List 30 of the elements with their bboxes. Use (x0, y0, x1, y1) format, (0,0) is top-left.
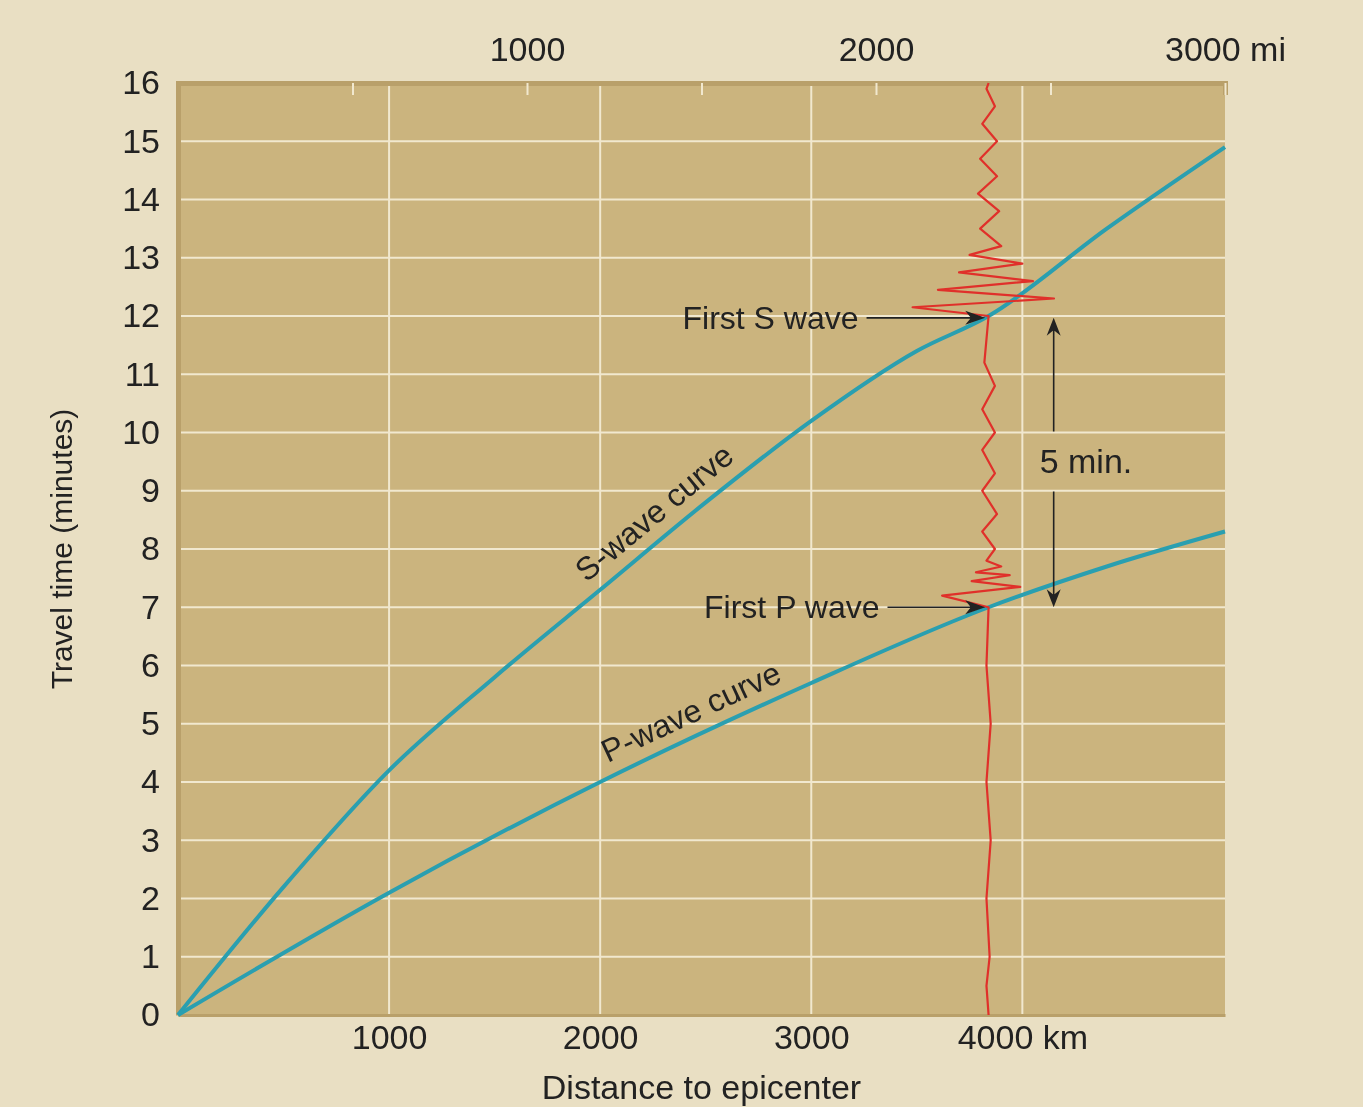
x2-tick-label: 2000 (838, 30, 915, 68)
x-axis-title: Distance to epicenter (541, 1068, 862, 1106)
y-tick-label: 2 (141, 878, 160, 917)
y-tick-label: 5 (141, 704, 160, 743)
y-tick-label: 8 (141, 529, 160, 568)
y-tick-label: 13 (122, 238, 160, 277)
annotation: 5 min. (1039, 442, 1133, 481)
y-tick-label: 3 (141, 820, 160, 859)
y-tick-label: 1 (141, 937, 160, 976)
y-tick-label: 6 (141, 645, 160, 684)
annotation: First S wave (682, 299, 859, 336)
x-tick-label: 3000 (773, 1018, 850, 1057)
y-axis-title: Travel time (minutes) (45, 408, 78, 690)
y-tick-label: 15 (122, 121, 160, 160)
y-tick-label: 4 (141, 762, 160, 801)
y-tick-label: 16 (122, 63, 160, 102)
x2-tick-label: 3000 mi (1165, 30, 1286, 68)
y-tick-label: 14 (122, 179, 160, 218)
y-tick-label: 12 (122, 296, 160, 335)
annotation: First P wave (704, 589, 880, 626)
y-tick-label: 0 (141, 995, 160, 1034)
y-tick-label: 7 (141, 587, 160, 626)
x-tick-label: 4000 km (957, 1018, 1089, 1057)
y-tick-label: 11 (124, 354, 160, 393)
x-tick-label: 2000 (562, 1018, 639, 1057)
x-tick-label: 1000 (351, 1018, 428, 1057)
x2-tick-label: 1000 (489, 30, 566, 68)
y-tick-label: 9 (141, 471, 160, 510)
y-tick-label: 10 (122, 412, 160, 451)
line-series (911, 81, 1056, 1017)
